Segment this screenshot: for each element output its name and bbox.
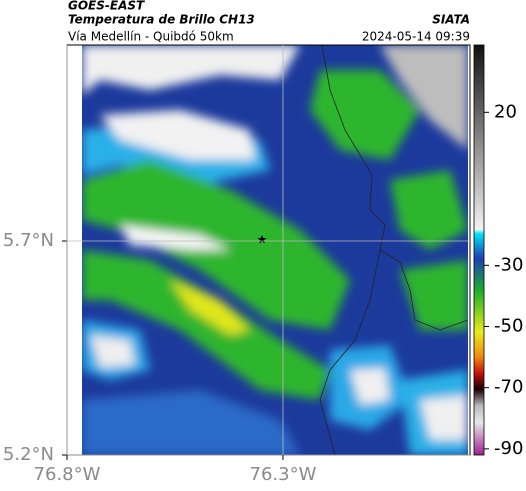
route: Vía Medellín - Quibdó 50km <box>68 30 234 44</box>
colorbar-tick-label: -90 <box>494 438 523 459</box>
y-tick-label: 5.7°N <box>3 230 54 251</box>
x-tick-label: 76.3°W <box>250 464 317 485</box>
location-star: ★ <box>257 233 268 247</box>
y-tick-label: 5.2°N <box>3 444 54 465</box>
colorbar-tick-label: -30 <box>494 254 523 275</box>
satellite-image <box>82 45 468 455</box>
product: Temperatura de Brillo CH13 <box>68 13 255 27</box>
agency: SIATA <box>432 13 470 27</box>
source: GOES-EAST <box>68 0 145 13</box>
colorbar <box>473 44 485 456</box>
colorbar-tick-label: 20 <box>494 101 517 122</box>
x-tick-label: 76.8°W <box>34 464 101 485</box>
colorbar-tick-label: -70 <box>494 377 523 398</box>
colorbar-tick-label: -50 <box>494 315 523 336</box>
datetime: 2024-05-14 09:39 <box>362 30 470 44</box>
